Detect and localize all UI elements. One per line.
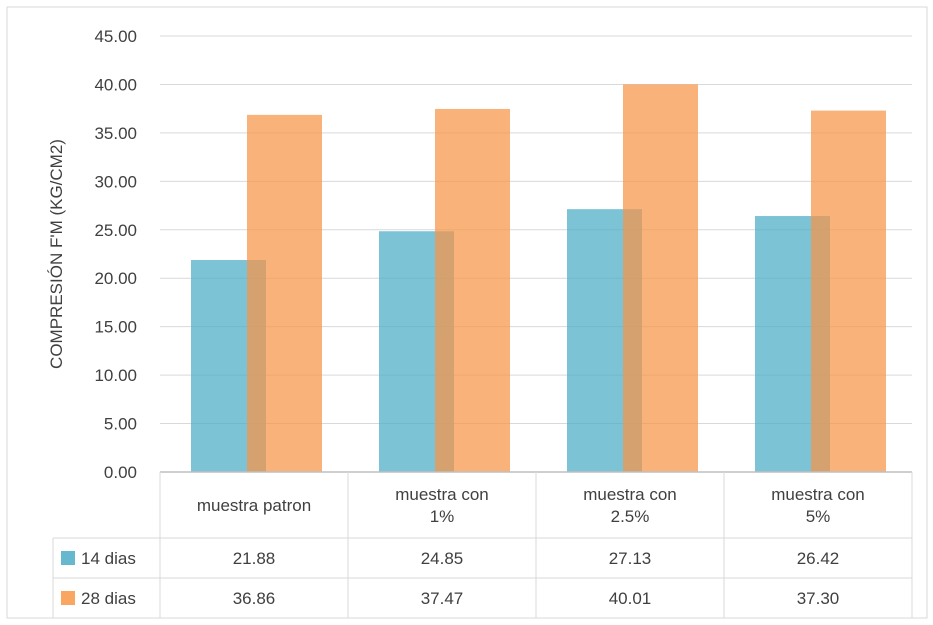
- y-axis-title: COMPRESIÓN F'M (KG/CM2): [47, 139, 66, 369]
- y-tick-label: 35.00: [94, 124, 137, 143]
- category-label: 2.5%: [611, 507, 650, 526]
- bar-28-dias-1: [435, 108, 510, 472]
- data-table-value: 36.86: [233, 589, 276, 608]
- data-table-value: 21.88: [233, 549, 276, 568]
- y-tick-label: 15.00: [94, 318, 137, 337]
- data-table-value: 24.85: [421, 549, 464, 568]
- y-tick-label: 0.00: [104, 463, 137, 482]
- y-tick-label: 40.00: [94, 75, 137, 94]
- category-label: 5%: [806, 507, 831, 526]
- data-table-value: 40.01: [609, 589, 652, 608]
- bar-28-dias-3: [811, 110, 886, 473]
- category-label: muestra con: [583, 485, 677, 504]
- data-table-value: 27.13: [609, 549, 652, 568]
- category-label: muestra con: [771, 485, 865, 504]
- category-label: 1%: [430, 507, 455, 526]
- y-tick-label: 45.00: [94, 27, 137, 46]
- y-tick-label: 30.00: [94, 172, 137, 191]
- data-table-value: 26.42: [797, 549, 840, 568]
- y-tick-label: 5.00: [104, 415, 137, 434]
- legend-label: 28 dias: [81, 589, 136, 608]
- legend-label: 14 dias: [81, 549, 136, 568]
- y-tick-label: 20.00: [94, 269, 137, 288]
- legend-key-14-dias: [61, 551, 75, 565]
- category-label: muestra patron: [197, 496, 311, 515]
- bar-28-dias-0: [247, 114, 322, 472]
- data-table-value: 37.30: [797, 589, 840, 608]
- category-label: muestra con: [395, 485, 489, 504]
- legend-key-28-dias: [61, 591, 75, 605]
- y-tick-label: 25.00: [94, 221, 137, 240]
- data-table-value: 37.47: [421, 589, 464, 608]
- y-tick-label: 10.00: [94, 366, 137, 385]
- bar-28-dias-2: [623, 84, 698, 472]
